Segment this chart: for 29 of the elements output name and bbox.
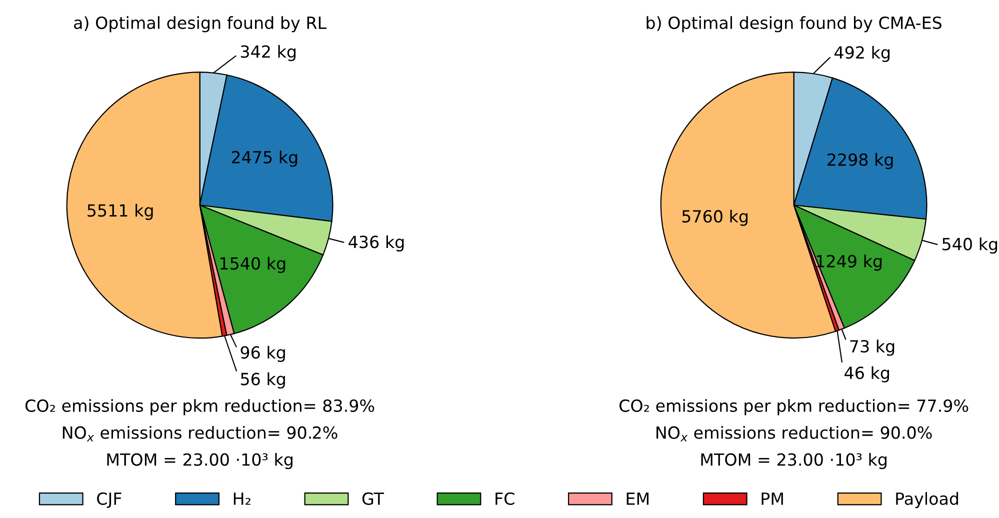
chart-title: b) Optimal design found by CMA-ES	[646, 16, 942, 32]
data-label: 56 kg	[240, 372, 285, 389]
data-label: 1249 kg	[816, 254, 882, 271]
data-label: 2298 kg	[828, 153, 893, 170]
data-label: 73 kg	[850, 340, 894, 356]
legend-label: GT	[362, 492, 384, 505]
text: CO₂ emissions per pkm reduction= 83.9%	[25, 399, 374, 416]
text: MTOM = 23.00 ·10³ kg	[701, 452, 886, 470]
legend-label: PM	[762, 492, 783, 505]
data-label: 492 kg	[834, 46, 890, 62]
data-label: 96 kg	[240, 346, 285, 362]
text: CO₂ emissions per pkm reduction= 77.9%	[619, 399, 968, 416]
data-label: 1540 kg	[220, 256, 286, 273]
legend-label: FC	[496, 492, 514, 505]
legend-label: EM	[626, 492, 648, 505]
data-label: 342 kg	[240, 44, 296, 62]
data-label: 5511 kg	[88, 204, 153, 220]
text: NO$_{x}$ emissions reduction= 90.0%	[656, 426, 932, 442]
data-label: 540 kg	[942, 237, 998, 254]
legend-label: Payload	[896, 492, 958, 508]
legend-label: CJF	[97, 492, 122, 508]
data-label: 2475 kg	[232, 150, 298, 167]
chart-title: a) Optimal design found by RL	[74, 16, 326, 32]
legend-label: H₂	[234, 492, 250, 505]
data-label: 5760 kg	[682, 210, 748, 226]
text: NO$_{x}$ emissions reduction= 90.2%	[62, 426, 338, 442]
text: MTOM = 23.00 ·10³ kg	[107, 452, 292, 470]
data-label: 436 kg	[348, 235, 404, 252]
data-label: 46 kg	[844, 366, 889, 382]
